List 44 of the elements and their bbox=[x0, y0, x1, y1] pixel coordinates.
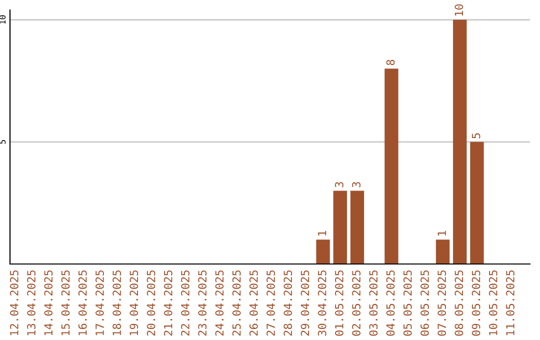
data-label: 1 bbox=[438, 230, 446, 236]
data-label: 8 bbox=[386, 60, 395, 66]
data-label: 3 bbox=[334, 182, 344, 188]
x-tick-label: 11.05.2025 bbox=[506, 270, 514, 336]
x-tick-label: 22.04.2025 bbox=[181, 270, 190, 336]
x-tick-label: 29.04.2025 bbox=[300, 270, 310, 336]
bar bbox=[333, 190, 347, 264]
bar bbox=[384, 68, 398, 264]
x-tick-label: 28.04.2025 bbox=[284, 270, 292, 336]
x-tick-label: 01.05.2025 bbox=[334, 270, 344, 336]
data-label: 10 bbox=[454, 4, 464, 16]
x-tick-label: 12.04.2025 bbox=[10, 270, 18, 336]
x-tick-label: 10.05.2025 bbox=[488, 270, 498, 336]
data-label: 3 bbox=[352, 182, 360, 188]
bar bbox=[350, 190, 364, 264]
x-tick-label: 07.05.2025 bbox=[438, 270, 446, 336]
bar bbox=[470, 142, 484, 264]
data-label: 1 bbox=[318, 230, 326, 236]
x-tick-label: 06.05.2025 bbox=[420, 270, 429, 336]
x-tick-label: 08.05.2025 bbox=[454, 270, 464, 336]
x-tick-label: 18.04.2025 bbox=[112, 270, 122, 336]
bar bbox=[316, 240, 330, 264]
x-tick-label: 21.04.2025 bbox=[164, 270, 172, 336]
x-tick-label: 02.05.2025 bbox=[352, 270, 360, 336]
x-tick-label: 16.04.2025 bbox=[78, 270, 87, 336]
x-tick-label: 03.05.2025 bbox=[369, 270, 378, 336]
x-tick-label: 05.05.2025 bbox=[403, 270, 412, 336]
x-tick-label: 09.05.2025 bbox=[472, 270, 480, 336]
x-tick-label: 17.04.2025 bbox=[96, 270, 104, 336]
bar bbox=[436, 240, 450, 264]
data-label: 5 bbox=[472, 133, 480, 138]
x-tick-label: 19.04.2025 bbox=[130, 270, 138, 336]
x-tick-label: 13.04.2025 bbox=[27, 270, 36, 336]
x-tick-label: 30.04.2025 bbox=[318, 270, 326, 336]
x-tick-label: 23.04.2025 bbox=[198, 270, 207, 336]
bar bbox=[453, 20, 467, 264]
x-tick-label: 15.04.2025 bbox=[61, 270, 70, 336]
x-tick-label: 14.04.2025 bbox=[44, 270, 53, 336]
x-tick-label: 25.04.2025 bbox=[232, 270, 241, 336]
x-tick-label: 24.04.2025 bbox=[215, 270, 224, 336]
x-tick-label: 04.05.2025 bbox=[386, 270, 395, 336]
x-tick-label: 27.04.2025 bbox=[266, 270, 275, 336]
x-tick-label: 26.04.2025 bbox=[249, 270, 258, 336]
x-tick-label: 20.04.2025 bbox=[146, 270, 156, 336]
